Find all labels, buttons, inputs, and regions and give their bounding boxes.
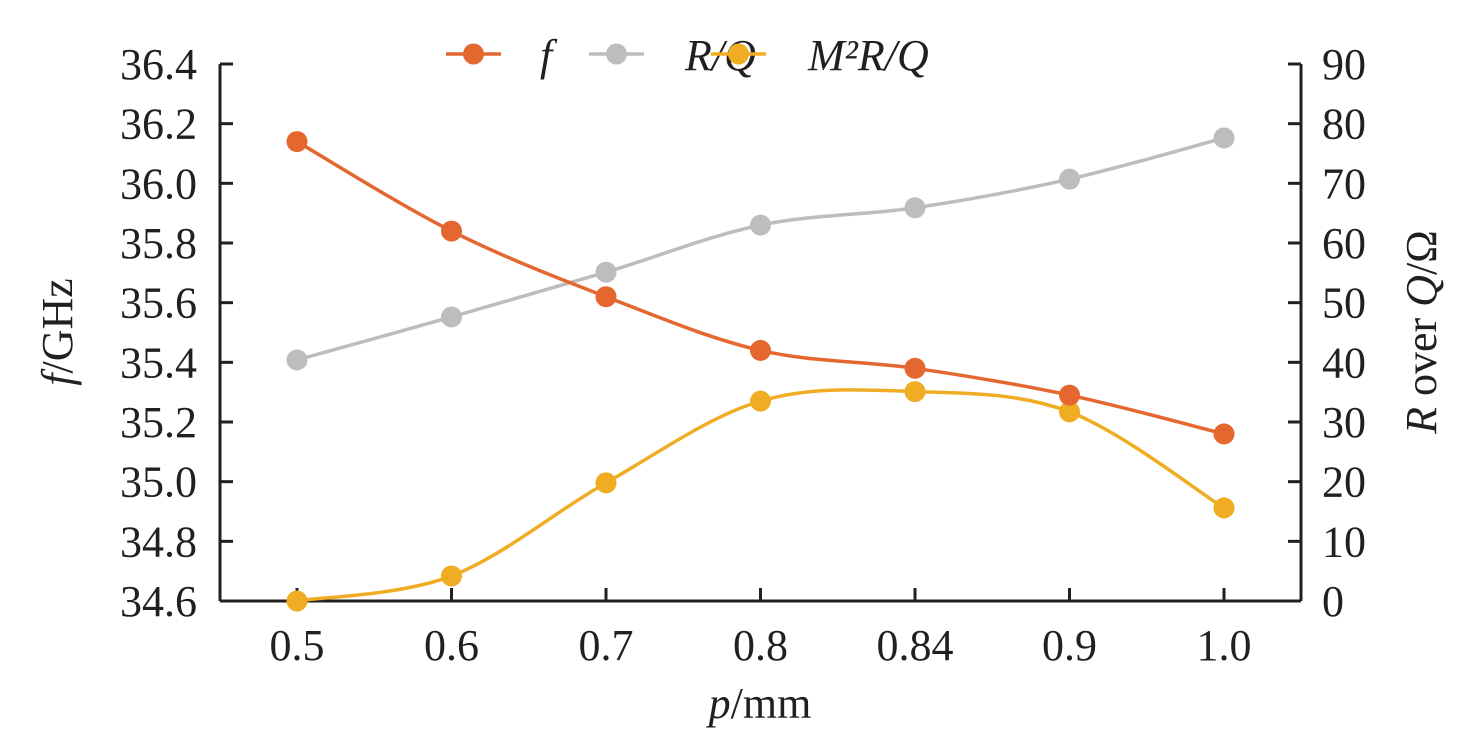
data-point-f (750, 339, 771, 361)
legend: f R/Q M²R/Q (446, 31, 929, 80)
left-axis-tick-label: 34.6 (120, 577, 197, 626)
x-axis-title-unit: /mm (731, 679, 812, 728)
series-lines (296, 136, 1225, 603)
data-point-r-over-q (286, 349, 308, 371)
data-point-r-over-q (595, 261, 617, 283)
left-axis-tick-label: 36.2 (120, 100, 197, 149)
x-axis-tick-label: 0.9 (1042, 621, 1097, 670)
left-axis-tick-label: 35.0 (120, 458, 197, 507)
right-axis-tick-label: 50 (1322, 279, 1366, 328)
right-axis-tick-label: 70 (1322, 159, 1366, 208)
series-markers (286, 127, 1235, 612)
data-point-m2-r-over-q (1059, 401, 1080, 423)
data-point-f (1213, 423, 1235, 445)
data-point-m2-r-over-q (1213, 497, 1235, 519)
right-axis-title-over: over (1397, 307, 1446, 407)
x-axis-tick-label: 0.84 (877, 621, 954, 670)
x-axis-tick-label: 0.8 (733, 621, 788, 670)
x-axis-tick-label: 1.0 (1197, 621, 1252, 670)
right-axis-tick-label: 80 (1322, 100, 1366, 149)
data-point-r-over-q (904, 197, 926, 219)
data-point-r-over-q (1213, 127, 1235, 149)
data-point-f (441, 220, 462, 242)
right-axis-tick-label: 60 (1322, 219, 1366, 268)
right-axis-tick-label: 40 (1322, 338, 1366, 387)
legend-marker-r-over-q (606, 43, 627, 65)
x-axis-title: p/mm (706, 679, 812, 728)
right-axis-title-unit: /Ω (1397, 230, 1446, 275)
legend-label-f: f (540, 31, 558, 80)
data-point-r-over-q (1059, 168, 1080, 190)
left-axis-title-unit: /GHz (33, 278, 82, 373)
left-axis-tick-label: 36.0 (120, 159, 197, 208)
right-axis-tick-label: 0 (1322, 577, 1344, 626)
right-axis-tick-label: 20 (1322, 458, 1366, 507)
right-axis-tick-label: 30 (1322, 398, 1366, 447)
axes (218, 62, 1303, 603)
x-axis-title-italic: p (706, 679, 731, 728)
data-point-r-over-q (750, 214, 771, 236)
data-point-m2-r-over-q (595, 472, 617, 494)
data-point-m2-r-over-q (286, 590, 308, 612)
data-point-f (286, 131, 308, 153)
series-line-r-over-q (296, 136, 1225, 362)
data-point-r-over-q (441, 306, 462, 328)
right-axis-title-r: R (1397, 407, 1446, 435)
left-axis-tick-label: 35.2 (120, 398, 197, 447)
left-axis-tick-label: 35.8 (120, 219, 197, 268)
x-axis-tick-label: 0.5 (270, 621, 325, 670)
left-axis-tick-label: 36.4 (120, 40, 197, 89)
right-axis-title-q: Q (1397, 275, 1446, 307)
right-axis-title: R over Q/Ω (1397, 230, 1446, 435)
x-axis-tick-label: 0.7 (579, 621, 634, 670)
series-line-f (296, 140, 1225, 436)
left-axis-tick-label: 34.8 (120, 517, 197, 566)
data-point-m2-r-over-q (441, 565, 462, 587)
series-line-m2-r-over-q (296, 388, 1225, 603)
data-point-f (904, 357, 926, 379)
x-axis-tick-labels: 0.5 0.6 0.7 0.8 0.84 0.9 1.0 (270, 621, 1252, 670)
legend-marker-f (463, 43, 484, 65)
left-axis-tick-labels: 34.6 34.8 35.0 35.2 35.4 35.6 35.8 36.0 36.2 36.4 (120, 40, 197, 626)
data-point-m2-r-over-q (750, 390, 771, 412)
data-point-f (1059, 384, 1080, 406)
legend-item-f: f (446, 31, 558, 80)
left-axis-tick-label: 35.4 (120, 338, 197, 387)
data-point-m2-r-over-q (904, 381, 926, 403)
left-axis-tick-label: 35.6 (120, 279, 197, 328)
right-axis-tick-label: 90 (1322, 40, 1366, 89)
legend-marker-m2-r-over-q (728, 43, 749, 65)
right-axis-tick-labels: 0 10 20 30 40 50 60 70 80 90 (1322, 40, 1366, 626)
legend-label-m2-r-over-q: M²R/Q (807, 31, 929, 80)
data-point-f (595, 286, 617, 308)
right-axis-tick-label: 10 (1322, 517, 1366, 566)
left-axis-title: f/GHz (33, 278, 82, 386)
legend-item-m2-r-over-q: M²R/Q (711, 31, 929, 80)
x-axis-tick-label: 0.6 (424, 621, 479, 670)
